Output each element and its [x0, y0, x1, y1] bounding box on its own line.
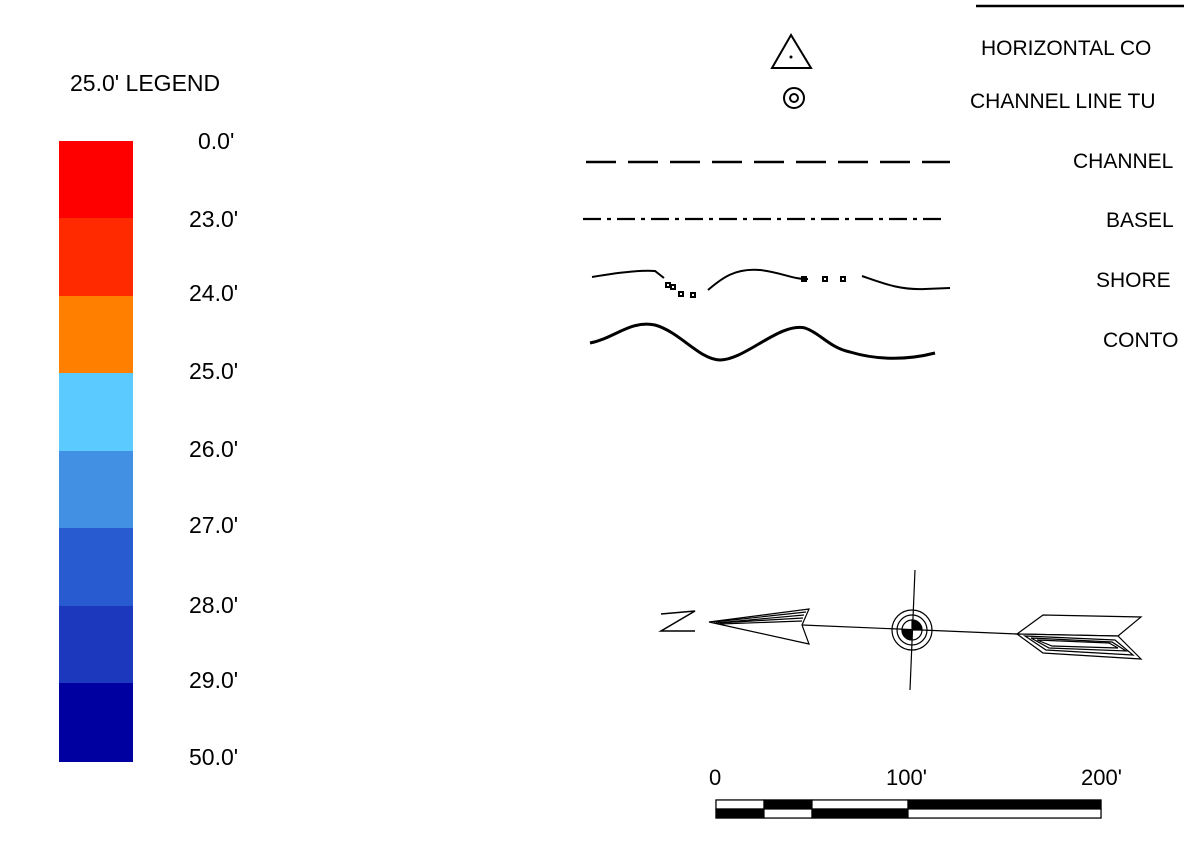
scale-label-0: 0: [709, 765, 722, 790]
channel-label: CHANNEL: [1073, 150, 1174, 173]
scale-label-100: 100': [886, 765, 927, 790]
baseline-label: BASEL: [1106, 209, 1174, 232]
depth-swatch: [59, 606, 133, 684]
horizontal-control-label: HORIZONTAL CO: [981, 37, 1152, 60]
legend-title: 25.0' LEGEND: [70, 70, 221, 96]
depth-swatch: [59, 141, 133, 219]
depth-label: 0.0': [198, 128, 235, 154]
depth-label: 23.0': [189, 206, 239, 232]
north-arrow: [658, 569, 1143, 691]
depth-label: 29.0': [189, 667, 239, 693]
horizontal-control-icon: [770, 33, 813, 69]
depth-label: 28.0': [189, 592, 239, 618]
depth-label: 24.0': [189, 280, 239, 306]
scale-bar: [715, 799, 1102, 819]
depth-label: 26.0': [189, 436, 239, 462]
contour-line-sample: [589, 322, 936, 362]
depth-swatch: [59, 451, 133, 529]
depth-swatch: [59, 528, 133, 607]
shoreline-line-sample: [591, 268, 951, 298]
channel-line-turn-label: CHANNEL LINE TU: [970, 90, 1156, 113]
depth-swatch: [59, 683, 133, 762]
scale-label-200: 200': [1081, 765, 1122, 790]
depth-swatch: [59, 296, 133, 374]
shoreline-label: SHORE: [1096, 269, 1171, 292]
channel-line-turn-icon: [783, 87, 805, 109]
depth-label: 50.0': [189, 744, 239, 770]
depth-swatch: [59, 373, 133, 452]
depth-label: 25.0': [189, 358, 239, 384]
depth-label: 27.0': [189, 512, 239, 538]
depth-swatch: [59, 218, 133, 297]
contour-label: CONTO: [1103, 329, 1179, 352]
